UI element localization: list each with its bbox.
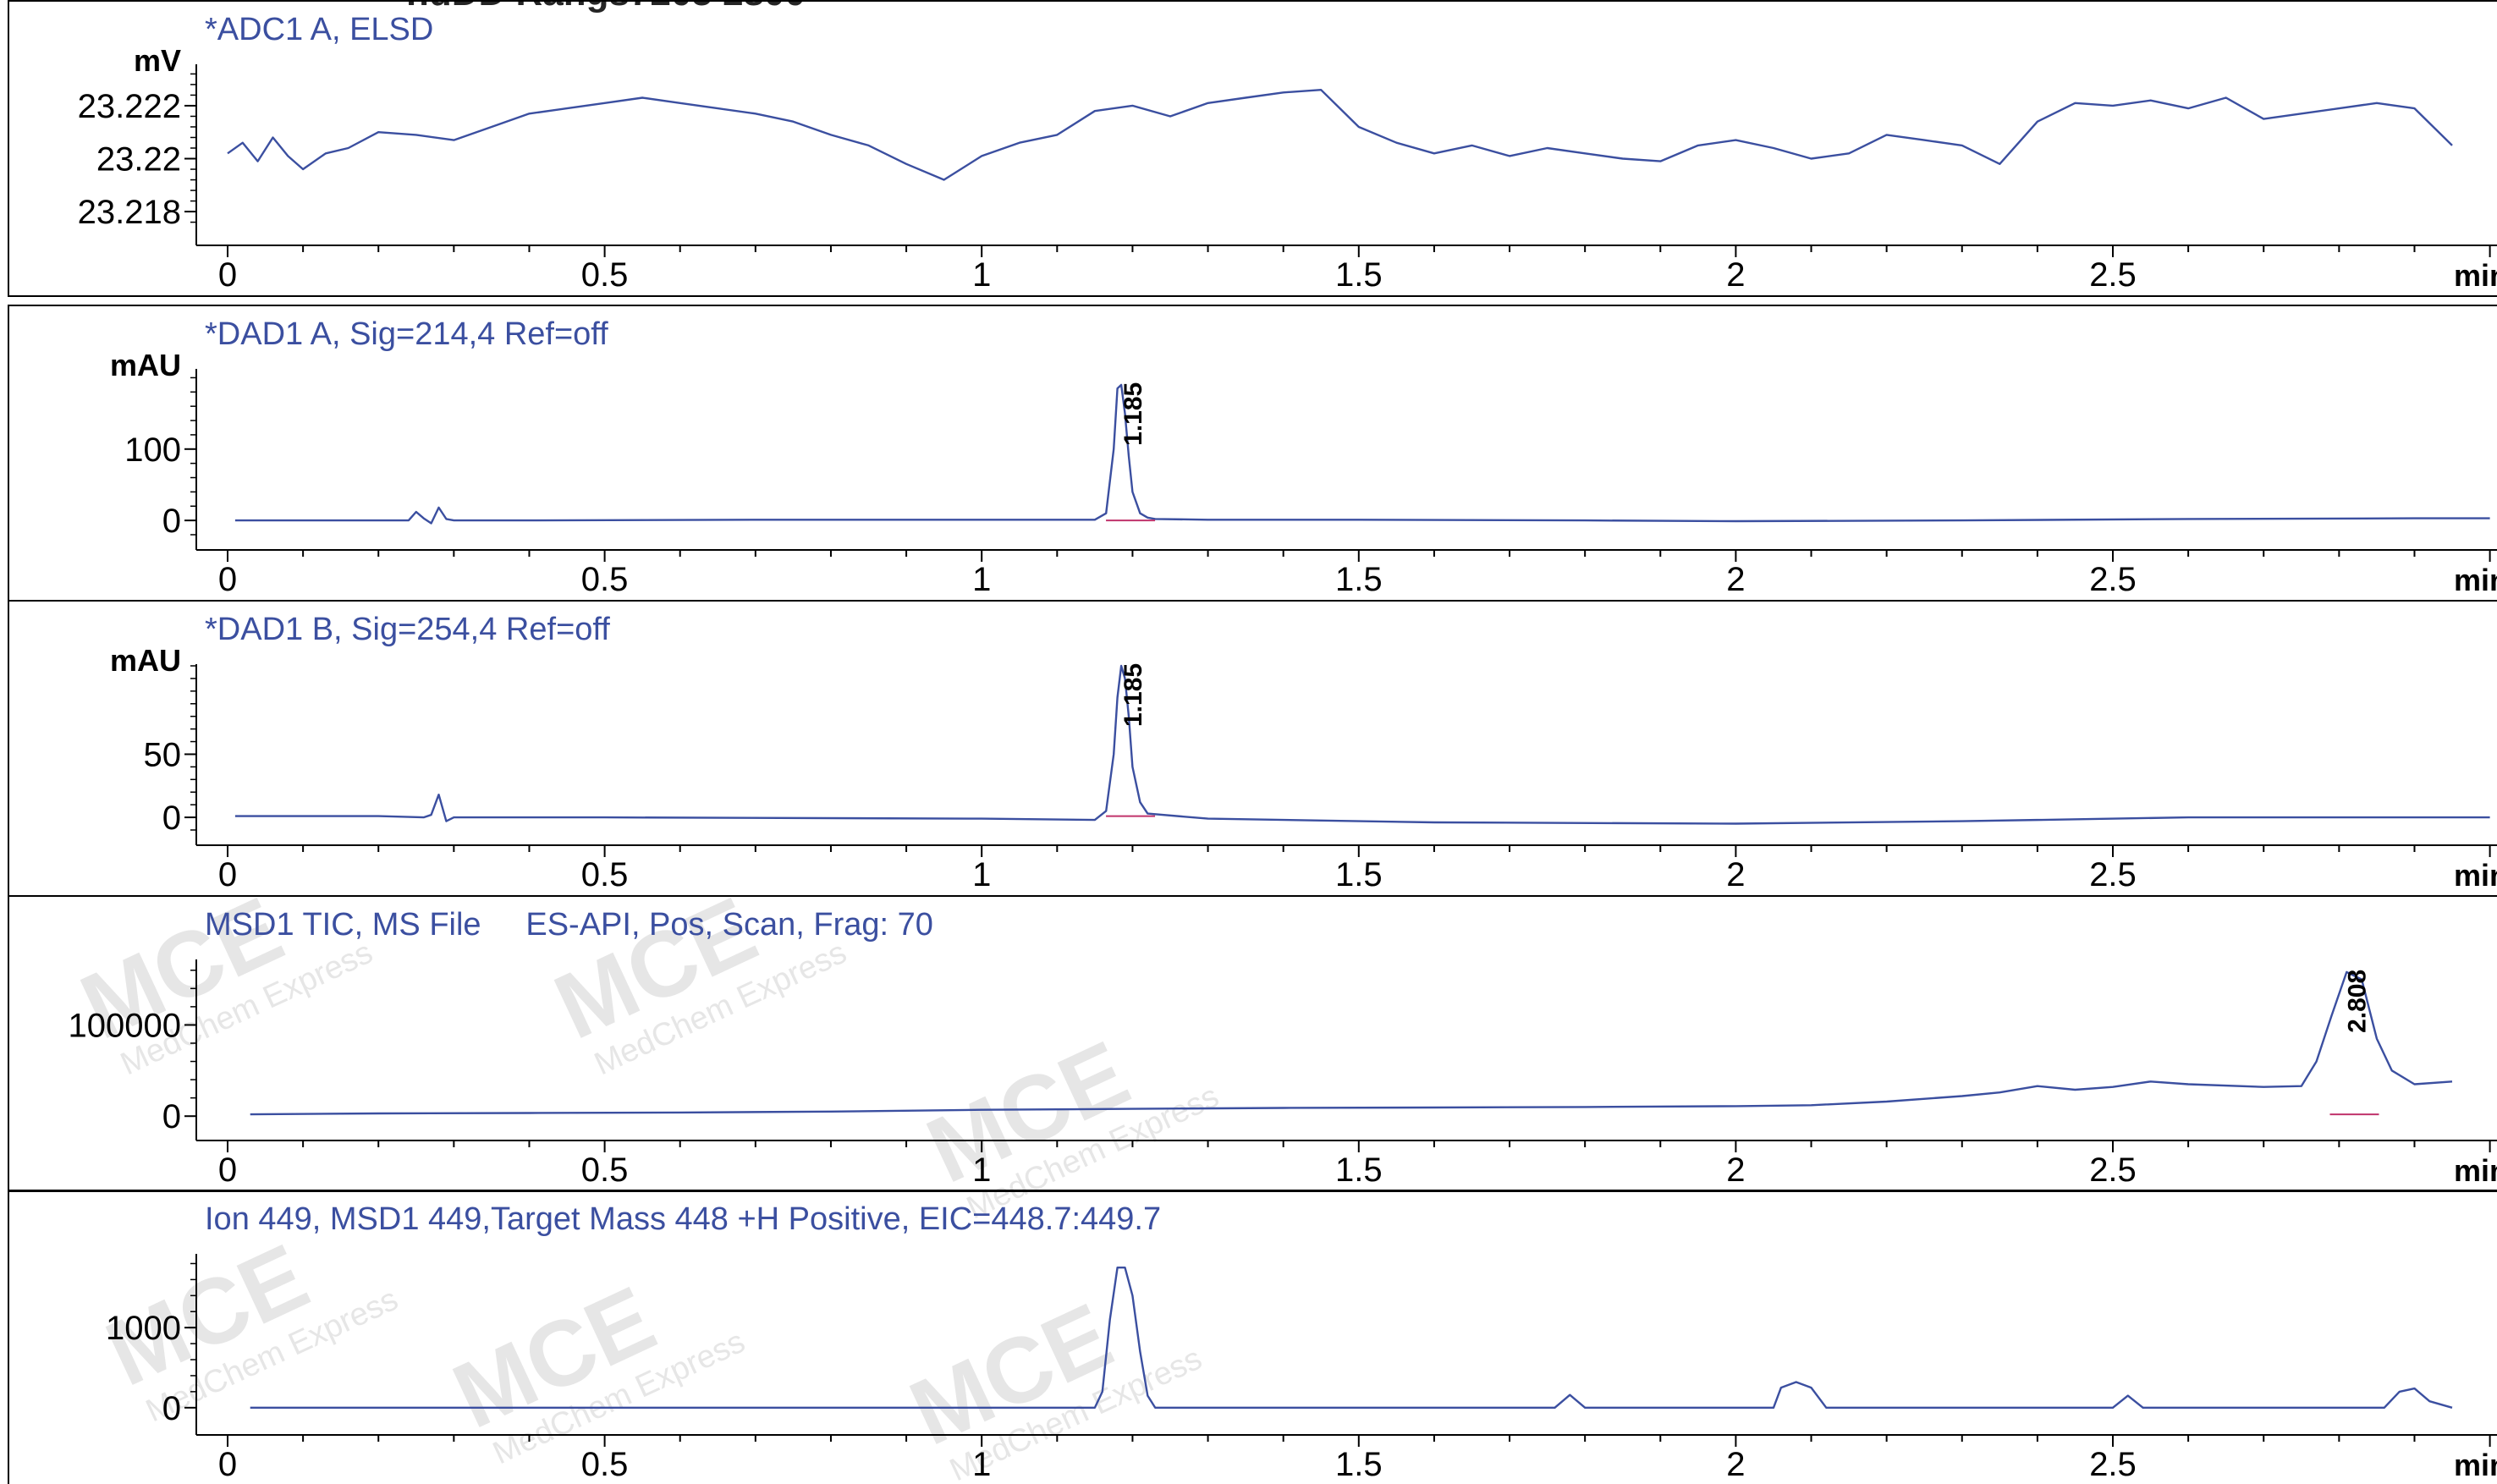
y-tick-label: 100000: [69, 1007, 181, 1044]
y-tick-label: 0: [162, 800, 181, 837]
panel-title: *ADC1 A, ELSD: [205, 12, 433, 47]
x-tick-label: 1: [972, 1151, 991, 1189]
y-tick-label: 1000: [106, 1310, 181, 1347]
x-unit-label: min*: [2454, 258, 2497, 293]
x-tick-label: 0: [218, 256, 237, 294]
trace-line: [250, 970, 2453, 1116]
trace-line: [227, 89, 2453, 181]
peak-label: 1.185: [1119, 382, 1147, 446]
x-tick-label: 2.5: [2089, 1151, 2137, 1189]
panel-frame: [8, 1190, 2497, 1484]
chart-panel-2: *DAD1 A, Sig=214,4 Ref=off 0 0.5 1 1.5 2 2.5 mi…: [8, 305, 2497, 602]
x-unit-label: min: [2454, 1448, 2497, 1482]
x-tick-label: 2: [1726, 856, 1745, 893]
y-tick-label: 100: [124, 431, 181, 469]
x-tick-label: 0.5: [581, 856, 629, 893]
x-tick-label: 2.5: [2089, 561, 2137, 598]
x-tick-label: 0: [218, 561, 237, 598]
peak-label: 1.185: [1119, 663, 1147, 727]
panel-title: *DAD1 B, Sig=254,4 Ref=off: [205, 612, 610, 647]
x-tick-label: 2: [1726, 561, 1745, 598]
x-tick-label: 1.5: [1335, 1151, 1383, 1189]
y-tick-label: 23.22: [96, 141, 181, 179]
x-tick-label: 2.5: [2089, 1446, 2137, 1483]
y-unit-label: mAU: [110, 643, 181, 678]
x-tick-label: 2.5: [2089, 856, 2137, 893]
x-tick-label: 0: [218, 856, 237, 893]
panel-title: *DAD1 A, Sig=214,4 Ref=off: [205, 316, 608, 352]
x-tick-label: 0.5: [581, 561, 629, 598]
y-tick-label: 0: [162, 1098, 181, 1135]
x-tick-label: 0.5: [581, 1446, 629, 1483]
trace-line: [234, 383, 2490, 525]
x-tick-label: 1: [972, 1446, 991, 1483]
x-tick-label: 0.5: [581, 256, 629, 294]
y-tick-label: 50: [144, 736, 182, 773]
x-tick-label: 1: [972, 561, 991, 598]
x-tick-label: 1.5: [1335, 561, 1383, 598]
header-fragment: ndDD Rangs7205 2800: [406, 0, 806, 14]
y-unit-label: mAU: [110, 348, 181, 382]
panel-title: MSD1 TIC, MS File ES-API, Pos, Scan, Fra…: [205, 907, 933, 943]
x-tick-label: 2: [1726, 1446, 1745, 1483]
x-unit-label: min*: [2454, 563, 2497, 597]
y-unit-label: mV: [134, 43, 181, 78]
peak-label: 2.808: [2343, 970, 2371, 1033]
chromatogram-panels: *ADC1 A, ELSD 0 0.5 1 1.5 2 2.5 min* 23.218 23.22…: [8, 0, 2497, 1484]
panel-frame: [8, 0, 2497, 297]
chart-panel-1: *ADC1 A, ELSD 0 0.5 1 1.5 2 2.5 min* 23.218 23.22…: [8, 0, 2497, 297]
x-tick-label: 0.5: [581, 1151, 629, 1189]
panel-title: Ion 449, MSD1 449,Target Mass 448 +H Pos…: [205, 1201, 1161, 1237]
x-tick-label: 1.5: [1335, 856, 1383, 893]
chart-panel-3: *DAD1 B, Sig=254,4 Ref=off 0 0.5 1 1.5 2 2.5 mi…: [8, 600, 2497, 897]
trace-line: [234, 664, 2490, 825]
x-unit-label: min*: [2454, 858, 2497, 893]
x-tick-label: 2: [1726, 1151, 1745, 1189]
y-tick-label: 23.222: [78, 88, 181, 125]
x-tick-label: 1.5: [1335, 1446, 1383, 1483]
x-tick-label: 1: [972, 256, 991, 294]
trace-line: [250, 1267, 2453, 1409]
x-unit-label: min: [2454, 1153, 2497, 1188]
y-tick-label: 0: [162, 1390, 181, 1427]
x-tick-label: 0: [218, 1446, 237, 1483]
chart-panel-4: MSD1 TIC, MS File ES-API, Pos, Scan, Fra…: [8, 895, 2497, 1192]
x-tick-label: 2: [1726, 256, 1745, 294]
x-tick-label: 1: [972, 856, 991, 893]
y-tick-label: 0: [162, 503, 181, 540]
x-tick-label: 2.5: [2089, 256, 2137, 294]
x-tick-label: 1.5: [1335, 256, 1383, 294]
y-tick-label: 23.218: [78, 194, 181, 231]
x-tick-label: 0: [218, 1151, 237, 1189]
chart-panel-5: Ion 449, MSD1 449,Target Mass 448 +H Pos…: [8, 1190, 2497, 1484]
